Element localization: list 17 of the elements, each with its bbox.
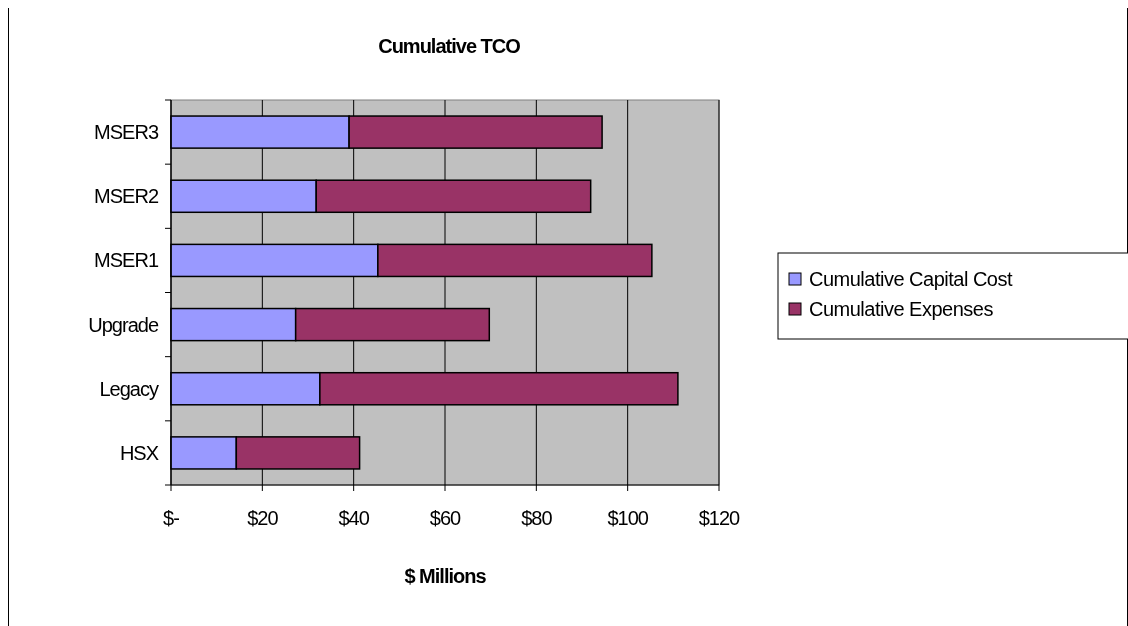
- x-tick-label: $80: [521, 507, 553, 529]
- x-tick-label: $120: [698, 507, 741, 529]
- legend-label: Cumulative Expenses: [809, 298, 994, 320]
- y-tick-label: MSER2: [94, 185, 159, 208]
- y-tick-label: HSX: [119, 441, 159, 464]
- x-tick-label: $100: [607, 507, 649, 529]
- y-tick-label: MSER3: [94, 121, 159, 144]
- y-tick-label: MSER1: [94, 249, 159, 272]
- x-tick-label: $20: [247, 507, 279, 529]
- x-tick-label: $-: [163, 507, 180, 529]
- x-tick-label: $60: [429, 507, 462, 529]
- x-axis-title: $ Millions: [404, 565, 487, 587]
- y-tick-label: Upgrade: [88, 313, 159, 336]
- y-tick-label: Legacy: [99, 377, 159, 400]
- legend-label: Cumulative Capital Cost: [809, 268, 1013, 290]
- x-tick-label: $40: [338, 507, 370, 529]
- chart-title: Cumulative TCO: [378, 35, 521, 57]
